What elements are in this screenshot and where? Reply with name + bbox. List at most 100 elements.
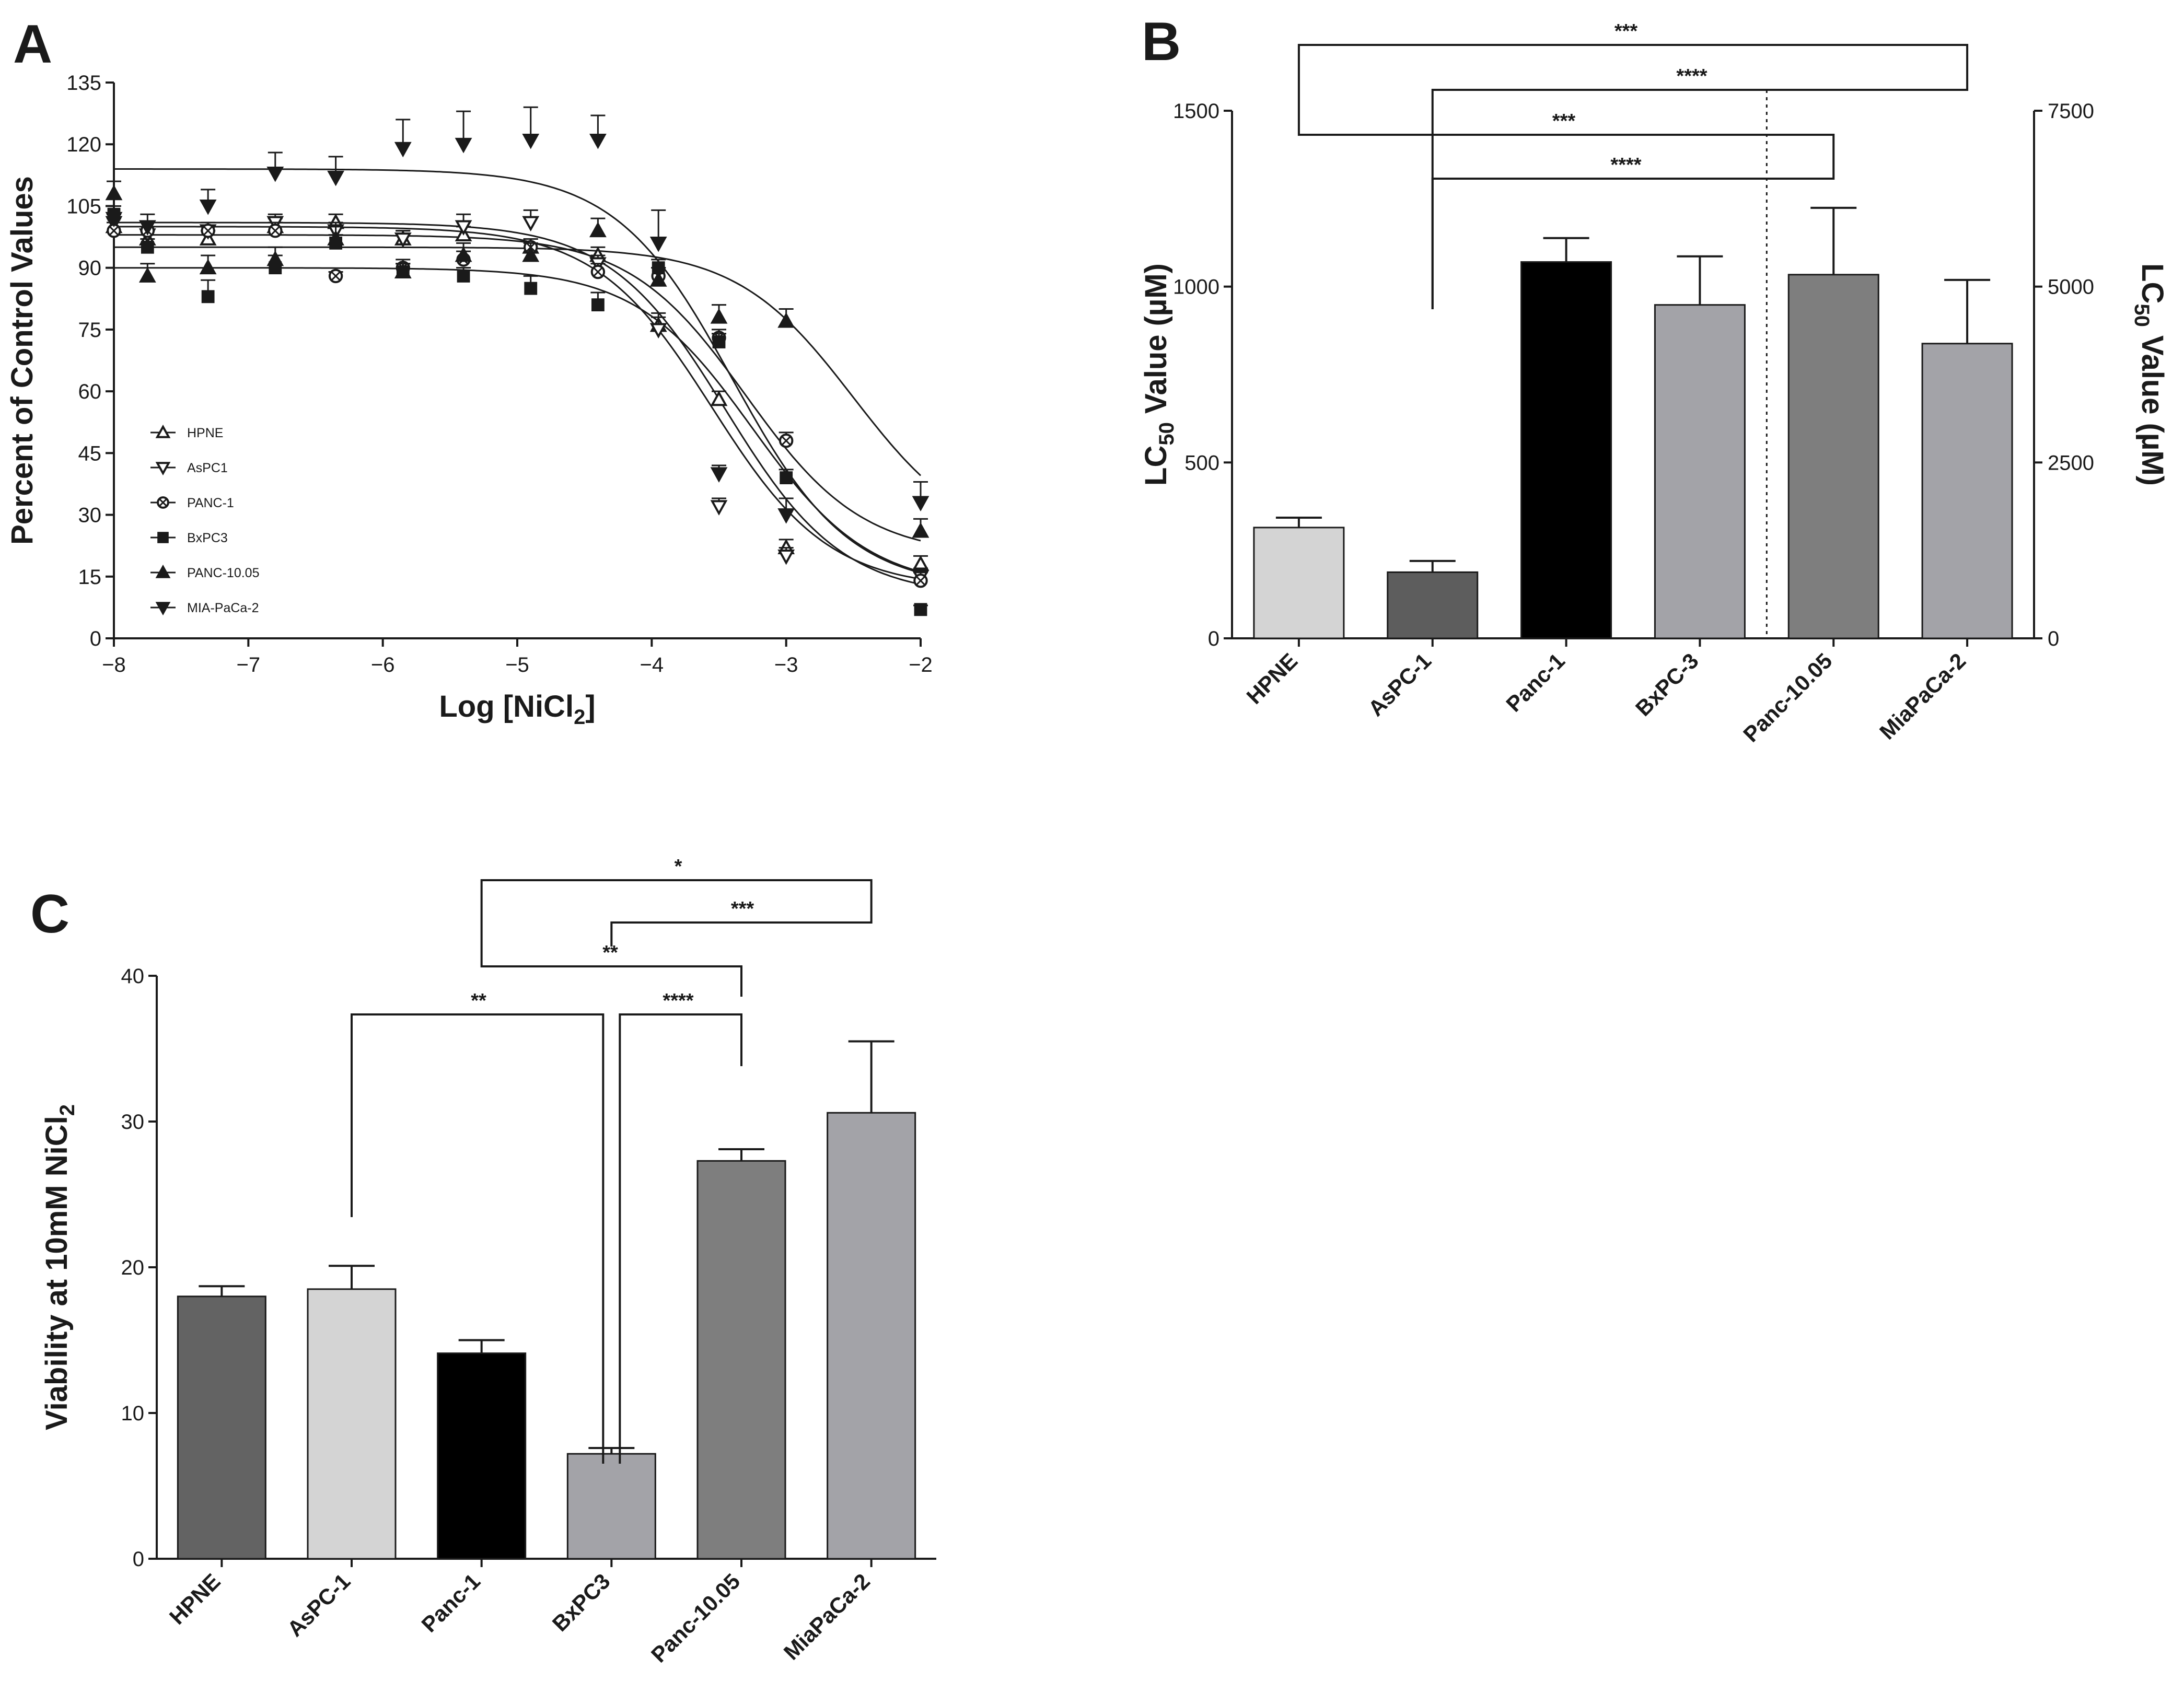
data-point xyxy=(105,212,123,228)
fit-curve-bxpc3 xyxy=(114,267,921,573)
y-tick-label: 30 xyxy=(121,1111,145,1134)
bar-miapaca-2 xyxy=(1921,343,2013,639)
significance-label: ** xyxy=(602,942,618,964)
data-point xyxy=(589,221,607,238)
y-axis-label: Viability at 10mM NiCl2 xyxy=(40,1104,79,1430)
significance-bracket: ** xyxy=(480,942,742,997)
significance-bracket: * xyxy=(480,856,873,965)
bar-panc-1 xyxy=(1520,261,1612,639)
marker-cross xyxy=(593,267,603,277)
data-point xyxy=(710,390,728,406)
data-point xyxy=(455,137,472,154)
legend-marker xyxy=(157,496,169,509)
data-point xyxy=(524,282,538,295)
data-point xyxy=(105,184,123,201)
panel-b-lc50-bars: 0 500 1000 1500 0 2500 5000 7500 HPNE AsPC-1 Panc-… xyxy=(1139,20,2169,747)
significance-label: ** xyxy=(471,990,486,1012)
marker-cross xyxy=(270,226,280,236)
bracket-line xyxy=(480,965,742,997)
bracket-line xyxy=(1297,44,1969,124)
significance-label: **** xyxy=(1610,154,1641,176)
data-point xyxy=(266,250,284,266)
category-label: HPNE xyxy=(1242,648,1303,709)
x-tick-label: −3 xyxy=(774,653,798,676)
data-point xyxy=(912,496,930,512)
right-y-tick-label: 0 xyxy=(2048,627,2059,650)
fit-curve-panc-10-05 xyxy=(114,246,922,476)
panel-letter-c: C xyxy=(30,884,69,944)
x-tick-label: −5 xyxy=(505,653,529,676)
x-tick-label: −6 xyxy=(371,653,395,676)
data-point xyxy=(455,220,472,236)
right-y-tick-label: 2500 xyxy=(2048,451,2094,474)
x-axis-label: Log [NiCl2] xyxy=(439,690,595,729)
data-point xyxy=(777,508,795,524)
significance-label: *** xyxy=(1614,20,1638,42)
panel-letter-a: A xyxy=(13,14,52,75)
data-point xyxy=(522,246,540,262)
y-tick-label: 30 xyxy=(78,504,102,527)
data-point xyxy=(107,224,121,238)
data-point xyxy=(201,224,215,238)
series-panc-10-05 xyxy=(105,180,930,538)
category-label: MiaPaCa-2 xyxy=(1875,648,1970,744)
data-point xyxy=(914,603,927,616)
significance-bracket: ** xyxy=(351,990,605,1464)
significance-label: **** xyxy=(663,990,693,1012)
significance-bracket: *** xyxy=(610,898,873,947)
panel-letter-b: B xyxy=(1142,11,1181,72)
y-tick-label: 60 xyxy=(78,380,102,403)
series-panc-1 xyxy=(107,221,928,588)
bar-panc-1 xyxy=(437,1352,527,1560)
y-tick-label: 15 xyxy=(78,566,102,589)
significance-bracket: *** xyxy=(1297,20,1969,124)
data-point xyxy=(591,298,605,312)
significance-label: **** xyxy=(1676,65,1707,87)
category-label: MiaPaCa-2 xyxy=(779,1569,875,1664)
legend-marker xyxy=(155,462,171,476)
data-point xyxy=(712,335,726,348)
fit-curve-hpne xyxy=(114,226,921,580)
marker-cross xyxy=(781,436,791,446)
bracket-line xyxy=(619,1013,742,1464)
data-point xyxy=(912,522,930,538)
marker-cross xyxy=(109,226,119,236)
data-point xyxy=(394,142,412,158)
significance-label: *** xyxy=(1552,110,1576,132)
y-tick-label: 40 xyxy=(121,965,145,988)
data-point xyxy=(649,323,667,339)
data-point xyxy=(327,170,344,186)
right-y-tick-label: 7500 xyxy=(2048,100,2094,123)
x-tick-label: −2 xyxy=(909,653,933,676)
legend-marker xyxy=(155,424,171,438)
legend-marker xyxy=(157,532,169,543)
y-axis-label: LC50 Value (µM) xyxy=(1139,263,1178,486)
marker-cross xyxy=(916,576,925,586)
data-point xyxy=(589,133,607,149)
bar-panc-10-05 xyxy=(1787,274,1879,639)
data-point xyxy=(522,216,540,232)
data-point xyxy=(522,133,540,149)
category-label: Panc-10.05 xyxy=(646,1569,745,1667)
y-tick-label: 90 xyxy=(78,257,102,280)
legend-label: AsPC1 xyxy=(187,461,228,475)
y-tick-label: 1000 xyxy=(1173,276,1219,299)
significance-bracket: *** xyxy=(1297,110,1835,177)
bracket-line xyxy=(1297,124,1835,177)
y-tick-label: 0 xyxy=(1208,627,1219,650)
data-point xyxy=(199,259,217,275)
panel-a-dose-response: 0 15 30 45 60 75 90 105 120 135 −8 −7 −6 −5 −4 −3 −2 Log … xyxy=(5,72,933,729)
bar-bxpc-3 xyxy=(1654,304,1746,639)
category-label: Panc-1 xyxy=(1501,648,1570,717)
right-y-axis-label: LC50 Value (µM) xyxy=(2130,263,2169,486)
data-point xyxy=(780,471,793,485)
bracket-line xyxy=(610,917,873,947)
data-point xyxy=(327,230,344,246)
significance-bracket: **** xyxy=(619,990,742,1464)
category-label: Panc-1 xyxy=(416,1569,485,1637)
marker-cross xyxy=(331,271,341,281)
data-point xyxy=(141,240,154,254)
data-point xyxy=(779,433,794,448)
legend-label: PANC-10.05 xyxy=(187,566,260,580)
